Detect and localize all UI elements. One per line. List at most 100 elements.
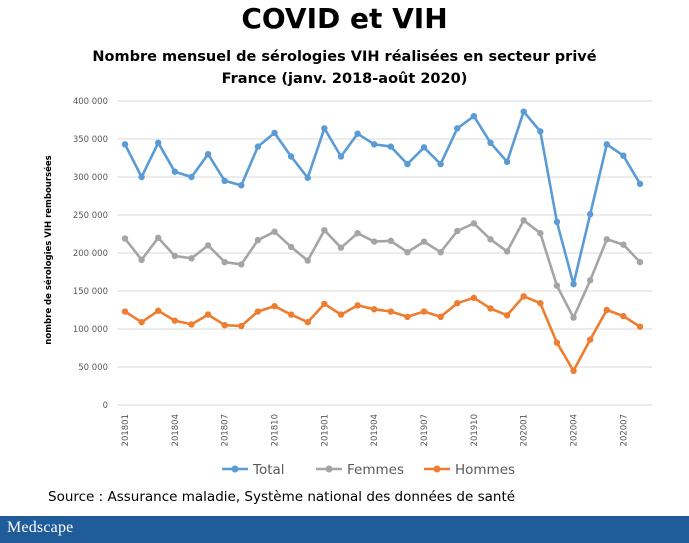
y-tick-label: 150 000 xyxy=(73,287,108,297)
data-point xyxy=(387,308,395,315)
data-point xyxy=(420,144,428,151)
legend-item-femmes: Femmes xyxy=(316,462,404,478)
data-point xyxy=(537,128,544,135)
data-point xyxy=(304,174,311,181)
y-axis-label: nombre de sérologies VIH remboursées xyxy=(43,155,54,344)
data-point xyxy=(636,258,644,266)
data-point xyxy=(387,143,395,150)
series-line xyxy=(123,219,641,319)
data-point xyxy=(437,249,444,256)
data-point xyxy=(121,141,129,148)
data-point xyxy=(271,303,278,310)
series-line xyxy=(124,294,641,373)
data-point xyxy=(287,243,295,251)
data-point xyxy=(321,125,328,132)
data-point xyxy=(354,230,361,237)
data-point xyxy=(603,236,610,243)
x-tick-label: 201901 xyxy=(320,414,330,446)
x-tick-label: 201807 xyxy=(221,414,231,446)
data-point xyxy=(155,139,162,146)
data-point xyxy=(437,160,444,168)
data-point xyxy=(238,182,245,189)
data-point xyxy=(204,242,212,249)
x-tick-label: 201804 xyxy=(171,414,181,446)
data-point xyxy=(620,312,627,320)
legend-marker xyxy=(433,465,441,473)
data-point xyxy=(171,168,179,175)
data-point xyxy=(420,238,428,245)
data-point xyxy=(337,244,345,251)
data-point xyxy=(520,293,527,300)
x-tick-label: 201910 xyxy=(470,414,480,446)
y-tick-label: 50 000 xyxy=(78,363,108,373)
data-point xyxy=(354,130,361,137)
legend-marker xyxy=(231,465,239,473)
y-tick-label: 350 000 xyxy=(73,135,108,145)
data-point xyxy=(204,311,212,318)
data-point xyxy=(221,322,228,329)
x-tick-label: 202001 xyxy=(520,414,530,446)
data-point xyxy=(188,173,195,181)
data-point xyxy=(387,237,395,245)
legend-label: Total xyxy=(252,462,285,478)
data-point xyxy=(404,160,411,168)
data-point xyxy=(321,227,328,234)
data-point xyxy=(304,257,311,264)
data-point xyxy=(620,152,627,159)
legend-label: Hommes xyxy=(455,462,515,478)
data-point xyxy=(321,300,328,308)
data-point xyxy=(221,258,228,266)
data-point xyxy=(487,236,494,243)
data-point xyxy=(586,277,594,284)
data-point xyxy=(138,318,145,326)
medscape-logo: Medscape xyxy=(7,519,74,536)
data-point xyxy=(420,308,428,315)
data-point xyxy=(171,252,179,260)
legend-marker xyxy=(325,465,333,473)
data-point xyxy=(370,306,378,313)
data-point xyxy=(121,235,129,242)
y-tick-label: 100 000 xyxy=(73,325,108,335)
data-point xyxy=(537,299,544,307)
data-point xyxy=(221,177,228,184)
data-point xyxy=(553,282,561,289)
data-point xyxy=(188,255,195,262)
source-note: Source : Assurance maladie, Système nati… xyxy=(48,489,516,505)
data-point xyxy=(620,241,627,248)
x-tick-label: 201801 xyxy=(121,414,131,446)
data-point xyxy=(287,153,295,160)
data-point xyxy=(437,313,444,321)
legend: Total Femmes Hommes xyxy=(222,462,515,478)
y-tick-label: 0 xyxy=(103,401,108,411)
data-point xyxy=(603,306,610,314)
x-tick-label: 201810 xyxy=(271,414,281,446)
data-point xyxy=(238,322,245,330)
grid-lines xyxy=(117,100,652,406)
data-point xyxy=(503,158,511,165)
legend-item-hommes: Hommes xyxy=(424,462,515,478)
data-point xyxy=(121,308,129,315)
data-point xyxy=(636,180,644,188)
data-point xyxy=(454,125,461,132)
data-point xyxy=(337,311,345,318)
data-point xyxy=(586,211,594,218)
data-point xyxy=(487,139,494,146)
data-point xyxy=(503,248,511,255)
data-point xyxy=(370,238,378,245)
data-point xyxy=(337,153,345,160)
data-point xyxy=(454,299,461,307)
y-tick-label: 250 000 xyxy=(73,211,108,221)
chart-subtitle: Nombre mensuel de sérologies VIH réalisé… xyxy=(0,46,689,90)
legend-item-total: Total xyxy=(222,462,285,478)
data-point xyxy=(138,173,145,181)
x-tick-label: 201907 xyxy=(420,414,430,446)
data-point xyxy=(603,141,610,148)
data-point xyxy=(204,151,212,158)
data-point xyxy=(553,339,561,346)
data-point xyxy=(404,313,411,321)
data-point xyxy=(287,311,295,318)
slide-title: COVID et VIH xyxy=(241,2,448,35)
y-tick-label: 300 000 xyxy=(73,173,108,183)
data-point xyxy=(171,317,179,324)
